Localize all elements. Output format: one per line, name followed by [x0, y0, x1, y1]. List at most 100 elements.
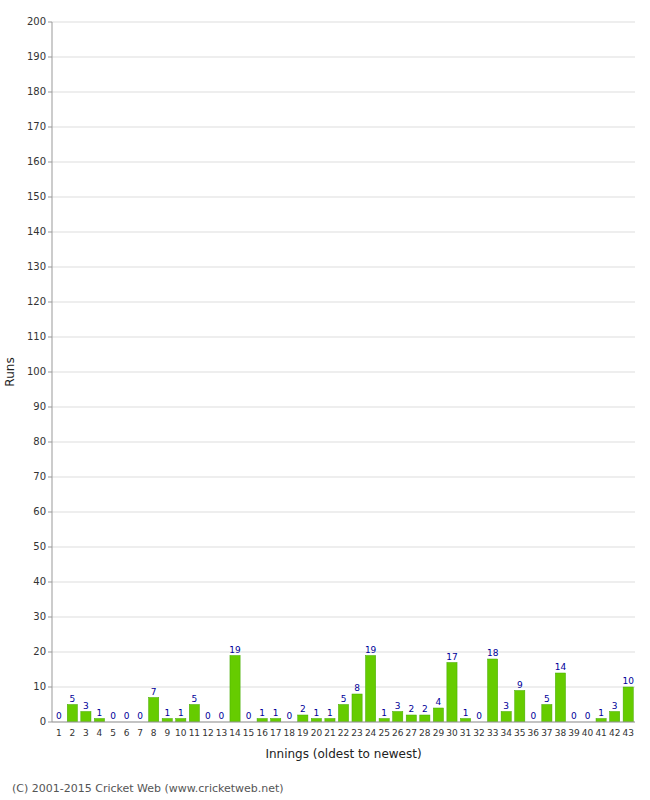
- x-tick-label: 32: [473, 728, 484, 738]
- grid-line: [52, 442, 635, 443]
- x-tick-label: 15: [243, 728, 254, 738]
- data-label: 0: [246, 711, 252, 721]
- bar: [311, 719, 321, 723]
- data-label: 17: [446, 652, 457, 662]
- y-axis: 0102030405060708090100110120130140150160…: [27, 16, 52, 727]
- grid-line: [52, 232, 635, 233]
- y-tick-label: 10: [33, 681, 46, 692]
- data-label: 0: [585, 711, 591, 721]
- bar: [447, 663, 457, 723]
- y-tick: [48, 617, 52, 618]
- bar: [298, 715, 308, 722]
- y-tick: [48, 372, 52, 373]
- bar: [406, 715, 416, 722]
- y-tick: [48, 442, 52, 443]
- y-tick: [48, 477, 52, 478]
- data-label: 2: [300, 704, 306, 714]
- grid-line: [52, 372, 635, 373]
- grid: [52, 22, 635, 722]
- y-tick: [48, 337, 52, 338]
- x-tick-label: 1: [56, 728, 62, 738]
- data-label: 1: [381, 708, 387, 718]
- bar: [149, 698, 159, 723]
- grid-line: [52, 582, 635, 583]
- bar: [596, 719, 606, 723]
- x-tick-label: 29: [433, 728, 445, 738]
- data-label: 1: [314, 708, 320, 718]
- data-label: 19: [365, 645, 377, 655]
- bar: [488, 659, 498, 722]
- data-label: 5: [191, 694, 197, 704]
- grid-line: [52, 617, 635, 618]
- data-labels: 0531000711500190110211581913224171018390…: [56, 645, 634, 722]
- data-label: 4: [436, 697, 442, 707]
- y-tick-label: 130: [27, 261, 46, 272]
- y-tick: [48, 582, 52, 583]
- y-tick-label: 110: [27, 331, 46, 342]
- grid-line: [52, 57, 635, 58]
- x-tick-label: 11: [189, 728, 200, 738]
- data-label: 1: [327, 708, 333, 718]
- y-tick: [48, 232, 52, 233]
- y-tick-label: 70: [33, 471, 46, 482]
- chart: 0102030405060708090100110120130140150160…: [0, 0, 650, 800]
- y-axis-line: [52, 22, 53, 722]
- y-tick: [48, 197, 52, 198]
- y-tick: [48, 162, 52, 163]
- data-label: 0: [205, 711, 211, 721]
- bar: [257, 719, 267, 723]
- x-tick-label: 40: [582, 728, 594, 738]
- grid-line: [52, 302, 635, 303]
- y-tick: [48, 127, 52, 128]
- x-tick-label: 2: [69, 728, 75, 738]
- bar: [515, 691, 525, 723]
- data-label: 5: [341, 694, 347, 704]
- x-tick-label: 30: [446, 728, 458, 738]
- y-tick-label: 180: [27, 86, 46, 97]
- x-tick-label: 12: [202, 728, 213, 738]
- y-tick: [48, 22, 52, 23]
- data-label: 0: [476, 711, 482, 721]
- data-label: 5: [544, 694, 550, 704]
- x-tick-label: 39: [568, 728, 580, 738]
- data-label: 1: [178, 708, 184, 718]
- y-tick: [48, 687, 52, 688]
- x-tick-label: 6: [124, 728, 130, 738]
- x-tick-label: 14: [229, 728, 241, 738]
- y-tick-label: 30: [33, 611, 46, 622]
- x-axis-label: Innings (oldest to newest): [265, 747, 421, 761]
- y-tick-label: 190: [27, 51, 46, 62]
- x-tick-label: 41: [595, 728, 606, 738]
- y-tick: [48, 512, 52, 513]
- grid-line: [52, 267, 635, 268]
- data-label: 1: [273, 708, 279, 718]
- bar: [555, 673, 565, 722]
- x-tick-label: 22: [338, 728, 349, 738]
- x-tick-label: 26: [392, 728, 404, 738]
- bar: [393, 712, 403, 723]
- x-tick-label: 28: [419, 728, 431, 738]
- x-tick-label: 25: [378, 728, 389, 738]
- bar: [94, 719, 104, 723]
- x-tick-label: 37: [541, 728, 552, 738]
- x-axis-line: [52, 722, 635, 723]
- bar: [162, 719, 172, 723]
- data-label: 2: [422, 704, 428, 714]
- y-tick-label: 80: [33, 436, 46, 447]
- grid-line: [52, 477, 635, 478]
- y-tick-label: 170: [27, 121, 46, 132]
- grid-line: [52, 547, 635, 548]
- data-label: 1: [463, 708, 469, 718]
- y-axis-label: Runs: [3, 357, 17, 386]
- bar: [271, 719, 281, 723]
- data-label: 0: [56, 711, 62, 721]
- x-tick-label: 9: [164, 728, 170, 738]
- y-tick-label: 20: [33, 646, 46, 657]
- y-tick-label: 60: [33, 506, 46, 517]
- x-tick-label: 18: [284, 728, 296, 738]
- x-tick-label: 4: [97, 728, 103, 738]
- y-tick: [48, 407, 52, 408]
- data-label: 1: [97, 708, 103, 718]
- data-label: 3: [395, 701, 401, 711]
- x-tick-label: 42: [609, 728, 620, 738]
